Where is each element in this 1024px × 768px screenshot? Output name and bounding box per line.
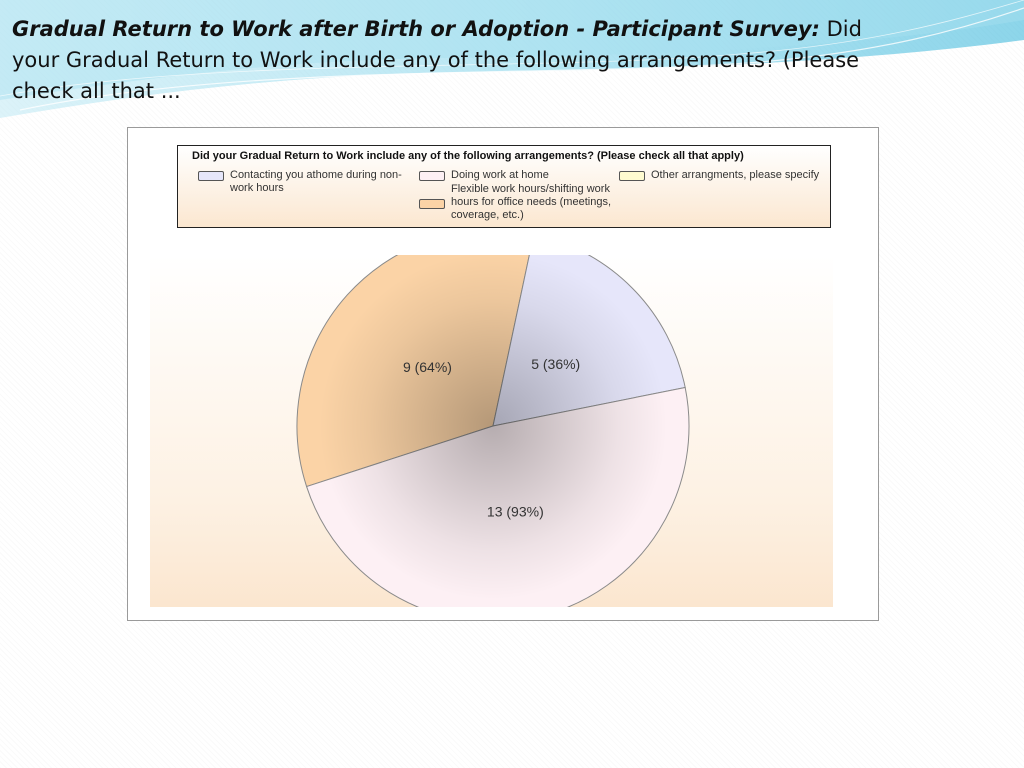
pie-shading [319,255,667,600]
legend-swatch [198,171,224,181]
legend-swatch [419,199,445,209]
pie-slice-label-0: 9 (64%) [403,359,452,375]
legend-label: Flexible work hours/shifting work hours … [451,183,611,221]
legend-label: Other arrangments, please specify [651,169,820,181]
pie-chart: 9 (64%) 5 (36%) 13 (93%) [296,255,690,607]
slide-title-lead: Gradual Return to Work after Birth or Ad… [12,17,820,41]
chart-title: Did your Gradual Return to Work include … [192,150,744,162]
slide-title: Gradual Return to Work after Birth or Ad… [12,14,892,107]
slide-title-rest: Did your Gradual Return to Work include … [12,17,862,103]
legend-swatch [419,171,445,181]
legend-label: Contacting you athome during non-work ho… [230,169,402,194]
pie-slice-label-1: 5 (36%) [531,356,580,372]
legend-label: Doing work at home [451,169,549,181]
legend-swatch [619,171,645,181]
decorative-wave [0,0,1024,118]
chart-legend: Did your Gradual Return to Work include … [177,145,831,228]
plot-area: 9 (64%) 5 (36%) 13 (93%) [150,255,833,607]
chart-figure: Did your Gradual Return to Work include … [127,127,879,621]
pie-slice-label-2: 13 (93%) [487,503,544,519]
